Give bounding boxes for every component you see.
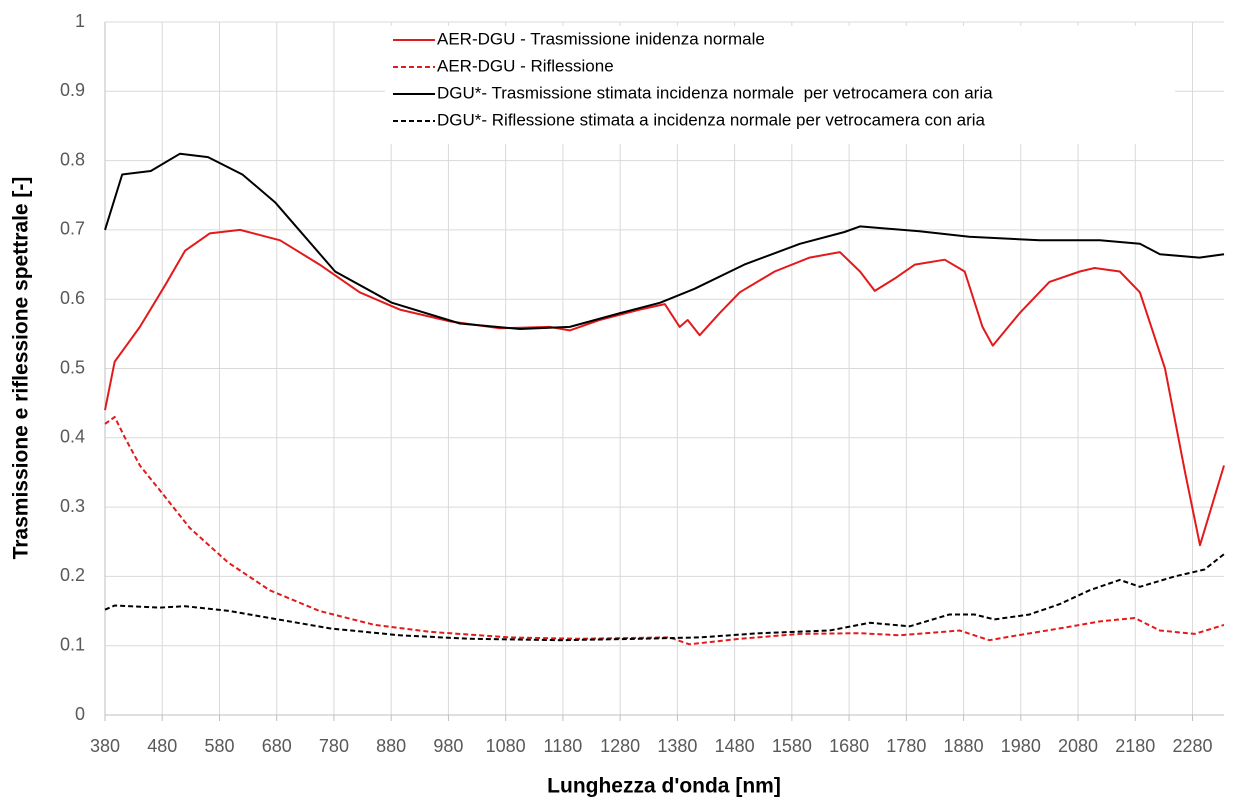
x-tick-label: 1180: [544, 736, 583, 756]
x-tick-label: 580: [204, 736, 234, 756]
y-tick-label: 0.8: [60, 149, 85, 169]
x-tick-label: 1580: [772, 736, 812, 756]
y-tick-label: 0.6: [60, 288, 85, 308]
y-tick-label: 0.5: [60, 357, 85, 377]
x-tick-label: 880: [376, 736, 406, 756]
series-line: [104, 553, 1225, 642]
x-tick-label: 1980: [1001, 736, 1041, 756]
legend-label: DGU*- Riflessione stimata a incidenza no…: [437, 110, 986, 129]
x-tick-label: 780: [319, 736, 349, 756]
x-tick-label: 1380: [657, 736, 697, 756]
x-tick-label: 680: [262, 736, 292, 756]
y-tick-label: 0.7: [60, 219, 85, 239]
legend-label: DGU*- Trasmissione stimata incidenza nor…: [437, 83, 993, 102]
x-tick-label: 2180: [1115, 736, 1155, 756]
legend-label: AER-DGU - Riflessione: [437, 56, 614, 75]
x-axis-title: Lunghezza d'onda [nm]: [547, 775, 781, 798]
x-tick-label: 380: [90, 736, 120, 756]
x-tick-label: 1280: [600, 736, 640, 756]
x-tick-label: 1480: [715, 736, 755, 756]
y-axis-title: Trasmissione e riflessione spettrale [-]: [10, 177, 33, 560]
y-tick-label: 0.1: [60, 634, 85, 654]
x-tick-label: 980: [433, 736, 463, 756]
legend-label: AER-DGU - Trasmissione inidenza normale: [437, 29, 765, 48]
series-line: [104, 416, 1225, 646]
y-tick-label: 0.3: [60, 496, 85, 516]
y-tick-label: 0.2: [60, 565, 85, 585]
x-tick-label: 480: [147, 736, 177, 756]
y-tick-label: 0.9: [60, 80, 85, 100]
x-tick-label: 1780: [886, 736, 926, 756]
x-tick-label: 2280: [1172, 736, 1212, 756]
y-tick-label: 1: [75, 11, 85, 31]
y-tick-label: 0: [75, 704, 85, 724]
legend: AER-DGU - Trasmissione inidenza normale A…: [385, 26, 1175, 144]
x-tick-label: 2080: [1058, 736, 1098, 756]
series-line: [104, 152, 1225, 330]
y-tick-label: 0.4: [60, 427, 85, 447]
legend-box: [385, 26, 1175, 144]
x-tick-label: 1680: [829, 736, 869, 756]
plot-lines: [104, 152, 1225, 646]
x-tick-label: 1080: [486, 736, 526, 756]
x-tick-label: 1880: [944, 736, 984, 756]
series-line: [104, 228, 1225, 547]
